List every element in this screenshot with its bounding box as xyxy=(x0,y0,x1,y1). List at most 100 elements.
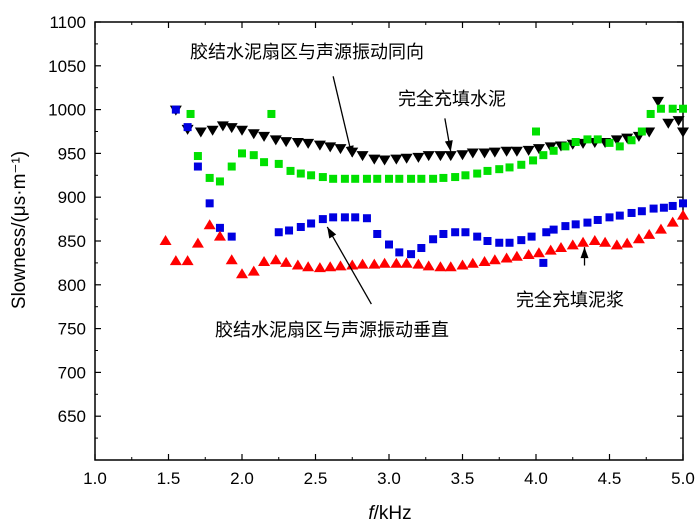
data-point xyxy=(532,127,540,136)
arrow-head xyxy=(327,226,337,239)
data-point xyxy=(605,213,614,222)
data-point xyxy=(549,225,558,234)
data-point xyxy=(334,260,347,271)
data-point xyxy=(362,214,371,223)
data-point xyxy=(324,142,337,153)
data-point xyxy=(483,237,492,245)
data-point xyxy=(517,160,526,169)
data-point xyxy=(378,155,391,166)
data-point xyxy=(478,148,491,159)
data-point xyxy=(225,123,238,134)
data-point xyxy=(329,174,338,183)
data-point xyxy=(615,142,624,151)
annotation-label-full-cement: 完全充填水泥 xyxy=(398,89,506,110)
data-point xyxy=(529,156,538,165)
data-point xyxy=(318,215,327,224)
data-point xyxy=(495,165,504,174)
data-point xyxy=(466,257,479,268)
data-point xyxy=(362,174,371,183)
data-point xyxy=(679,104,687,113)
data-point xyxy=(456,259,469,270)
data-point xyxy=(400,153,413,164)
data-point xyxy=(571,138,580,147)
data-point xyxy=(456,150,469,161)
series-2 xyxy=(186,104,687,186)
y-tick-label: 700 xyxy=(58,363,86,382)
data-point xyxy=(542,228,551,237)
data-point xyxy=(216,121,229,132)
data-point xyxy=(662,118,675,129)
x-tick-label: 3.5 xyxy=(451,469,475,488)
data-point xyxy=(532,144,545,155)
data-point xyxy=(672,116,685,127)
data-point xyxy=(478,256,491,267)
data-point xyxy=(461,228,470,237)
data-point xyxy=(351,213,360,222)
data-point xyxy=(505,163,514,172)
data-point xyxy=(554,242,567,253)
data-point xyxy=(488,254,501,265)
data-point xyxy=(473,232,482,241)
data-point xyxy=(318,173,327,182)
data-point xyxy=(439,173,448,182)
arrow-head xyxy=(444,140,453,152)
data-point xyxy=(627,136,636,145)
data-point xyxy=(627,208,636,217)
data-point xyxy=(510,146,523,157)
data-point xyxy=(247,265,260,276)
data-point xyxy=(225,254,238,265)
data-point xyxy=(643,127,656,138)
y-tick-label: 1050 xyxy=(48,57,86,76)
data-point xyxy=(646,109,655,118)
data-point xyxy=(285,226,294,235)
data-point xyxy=(652,96,665,107)
data-point xyxy=(280,137,293,148)
data-point xyxy=(412,258,425,269)
data-point xyxy=(517,236,526,245)
x-tick-label: 1.5 xyxy=(157,469,181,488)
data-point xyxy=(679,199,687,208)
data-point xyxy=(668,104,677,113)
y-tick-label: 950 xyxy=(58,144,86,163)
data-point xyxy=(203,219,216,230)
data-point xyxy=(656,104,665,113)
data-point xyxy=(583,218,592,227)
data-point xyxy=(444,261,457,272)
data-point xyxy=(267,109,276,118)
data-point xyxy=(495,238,504,247)
x-tick-label: 3.0 xyxy=(377,469,401,488)
data-point xyxy=(269,135,282,146)
arrow-shaft xyxy=(326,226,372,305)
data-point xyxy=(227,162,236,171)
x-tick-label: 1.0 xyxy=(83,469,107,488)
y-tick-label: 900 xyxy=(58,188,86,207)
data-point xyxy=(571,220,580,229)
data-point xyxy=(593,135,602,144)
data-point xyxy=(193,152,202,161)
data-point xyxy=(599,236,612,247)
data-point xyxy=(417,174,426,183)
x-tick-labels: 1.0 1.5 2.0 2.5 3.0 3.5 4.0 4.5 5.0 xyxy=(83,469,695,488)
data-point xyxy=(668,201,677,210)
data-point xyxy=(274,228,283,237)
series-4 xyxy=(159,209,689,279)
data-point xyxy=(368,258,381,269)
data-point xyxy=(429,235,438,244)
data-point xyxy=(637,127,646,136)
data-point xyxy=(649,204,658,213)
data-point xyxy=(434,261,447,272)
data-point xyxy=(549,146,558,155)
data-point xyxy=(500,146,513,157)
data-point xyxy=(260,158,269,167)
data-point xyxy=(412,152,425,163)
annotation-arrow-4 xyxy=(580,247,589,266)
data-point xyxy=(429,174,438,183)
data-point xyxy=(593,215,602,224)
data-point xyxy=(258,131,271,142)
data-point xyxy=(654,223,667,234)
data-point xyxy=(296,169,305,178)
data-point xyxy=(621,237,634,248)
data-point xyxy=(258,256,271,267)
data-point xyxy=(385,174,393,183)
data-point xyxy=(544,244,557,255)
